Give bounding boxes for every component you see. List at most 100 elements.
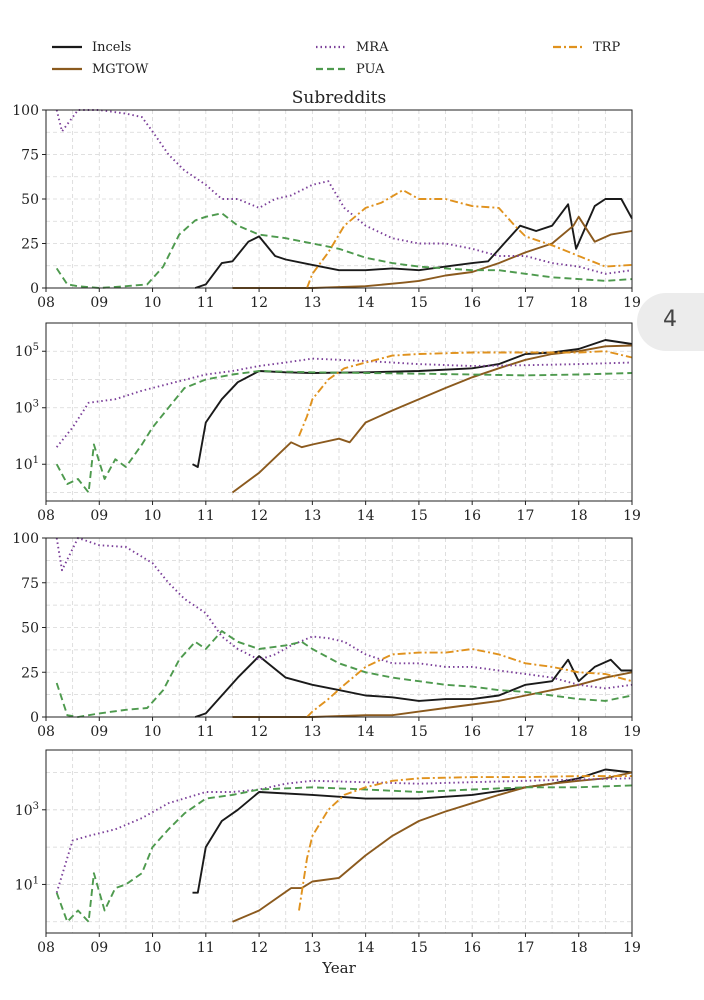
x-tick-label: 15 bbox=[410, 724, 428, 740]
x-tick-label: 14 bbox=[357, 508, 375, 524]
x-tick-label: 10 bbox=[144, 295, 162, 311]
x-tick-label: 17 bbox=[517, 724, 535, 740]
x-tick-label: 08 bbox=[37, 724, 55, 740]
x-tick-label: 17 bbox=[517, 295, 535, 311]
x-tick-label: 19 bbox=[623, 508, 641, 524]
x-tick-label: 16 bbox=[463, 940, 481, 956]
x-tick-label: 19 bbox=[623, 724, 641, 740]
y-tick-label: 0 bbox=[30, 710, 39, 726]
legend-label: MGTOW bbox=[92, 62, 149, 77]
legend-item-pua: PUA bbox=[316, 62, 385, 77]
page-number-tab[interactable]: 4 bbox=[637, 293, 704, 351]
legend: Incels MGTOW MRA PUA TRP bbox=[52, 40, 620, 77]
panel-3: 08 09 10 11 12 13 14 15 16 17 18 19 0 25 50 75 100 bbox=[12, 531, 641, 740]
series-line-mra bbox=[55, 777, 633, 893]
x-tick-label: 12 bbox=[250, 295, 268, 311]
panel-2: 08 09 10 11 12 13 14 15 16 17 18 19 101 103 105 bbox=[15, 322, 641, 524]
x-tick-label: 11 bbox=[197, 508, 215, 524]
x-tick-label: 13 bbox=[303, 724, 321, 740]
legend-item-mgtow: MGTOW bbox=[52, 62, 149, 77]
y-tick-label: 103 bbox=[15, 801, 39, 819]
series-line-mra bbox=[55, 109, 633, 275]
series-line-pua bbox=[55, 370, 633, 494]
y-tick-label: 100 bbox=[12, 531, 39, 547]
series-line-incels bbox=[194, 655, 632, 718]
grid bbox=[45, 322, 633, 501]
x-tick-label: 18 bbox=[570, 724, 588, 740]
panel-4: 08 09 10 11 12 13 14 15 16 17 18 19 101 103 bbox=[15, 749, 641, 956]
x-tick-label: 09 bbox=[90, 940, 108, 956]
x-tick-label: 15 bbox=[410, 940, 428, 956]
x-tick-label: 16 bbox=[463, 724, 481, 740]
y-tick-label: 75 bbox=[21, 148, 39, 164]
series-line-mgtow bbox=[232, 215, 633, 289]
y-tick-label: 0 bbox=[30, 281, 39, 297]
series-line-mra bbox=[55, 357, 633, 448]
y-tick-label: 50 bbox=[21, 621, 39, 637]
x-tick-label: 11 bbox=[197, 940, 215, 956]
y-tick-label: 103 bbox=[15, 399, 39, 417]
series-line-incels bbox=[192, 768, 633, 894]
series-line-mgtow bbox=[231, 344, 633, 494]
chart-title: Subreddits bbox=[292, 88, 386, 108]
grid bbox=[45, 750, 633, 933]
axes-frame bbox=[45, 322, 633, 502]
y-tick-label: 75 bbox=[21, 576, 39, 592]
legend-item-incels: Incels bbox=[52, 40, 131, 55]
series-line-trp bbox=[298, 350, 633, 437]
x-tick-label: 09 bbox=[90, 724, 108, 740]
x-tick-label: 10 bbox=[144, 724, 162, 740]
series-line-pua bbox=[55, 630, 633, 718]
series-line-trp bbox=[306, 648, 633, 718]
x-tick-label: 16 bbox=[463, 295, 481, 311]
x-tick-label: 13 bbox=[303, 508, 321, 524]
y-tick-label: 100 bbox=[12, 103, 39, 119]
x-tick-label: 08 bbox=[37, 295, 55, 311]
x-tick-label: 13 bbox=[303, 295, 321, 311]
x-tick-label: 08 bbox=[37, 940, 55, 956]
y-tick-label: 101 bbox=[15, 455, 39, 473]
x-tick-label: 12 bbox=[250, 724, 268, 740]
x-tick-label: 14 bbox=[357, 940, 375, 956]
x-tick-label: 17 bbox=[517, 940, 535, 956]
x-tick-label: 14 bbox=[357, 724, 375, 740]
x-tick-label: 18 bbox=[570, 940, 588, 956]
x-tick-label: 09 bbox=[90, 295, 108, 311]
x-tick-label: 13 bbox=[303, 940, 321, 956]
x-tick-label: 08 bbox=[37, 508, 55, 524]
series-line-mra bbox=[55, 537, 633, 690]
axes-frame bbox=[45, 749, 633, 934]
x-tick-label: 18 bbox=[570, 508, 588, 524]
series-line-incels bbox=[194, 198, 633, 289]
series-line-mgtow bbox=[232, 771, 633, 923]
legend-label: PUA bbox=[356, 62, 385, 77]
x-tick-label: 12 bbox=[250, 508, 268, 524]
x-tick-label: 11 bbox=[197, 724, 215, 740]
x-tick-label: 14 bbox=[357, 295, 375, 311]
x-tick-label: 15 bbox=[410, 295, 428, 311]
legend-label: TRP bbox=[593, 40, 620, 55]
series-line-incels bbox=[192, 339, 633, 468]
series-line-pua bbox=[55, 784, 633, 923]
x-tick-label: 15 bbox=[410, 508, 428, 524]
x-tick-label: 09 bbox=[90, 508, 108, 524]
x-tick-label: 11 bbox=[197, 295, 215, 311]
panel-1: 08 09 10 11 12 13 14 15 16 17 18 19 0 25 50 75 100 bbox=[12, 103, 641, 311]
x-tick-label: 10 bbox=[144, 940, 162, 956]
x-tick-label: 16 bbox=[463, 508, 481, 524]
y-tick-label: 105 bbox=[15, 342, 39, 360]
y-tick-label: 25 bbox=[21, 237, 39, 253]
series-line-trp bbox=[306, 189, 633, 289]
series-line-trp bbox=[298, 775, 632, 911]
x-tick-label: 19 bbox=[623, 295, 641, 311]
legend-label: MRA bbox=[356, 40, 389, 55]
page-number-label: 4 bbox=[663, 307, 677, 332]
series-line-pua bbox=[55, 212, 633, 289]
legend-label: Incels bbox=[92, 40, 131, 55]
x-tick-label: 10 bbox=[144, 508, 162, 524]
legend-item-mra: MRA bbox=[316, 40, 389, 55]
x-tick-label: 17 bbox=[517, 508, 535, 524]
x-tick-label: 12 bbox=[250, 940, 268, 956]
